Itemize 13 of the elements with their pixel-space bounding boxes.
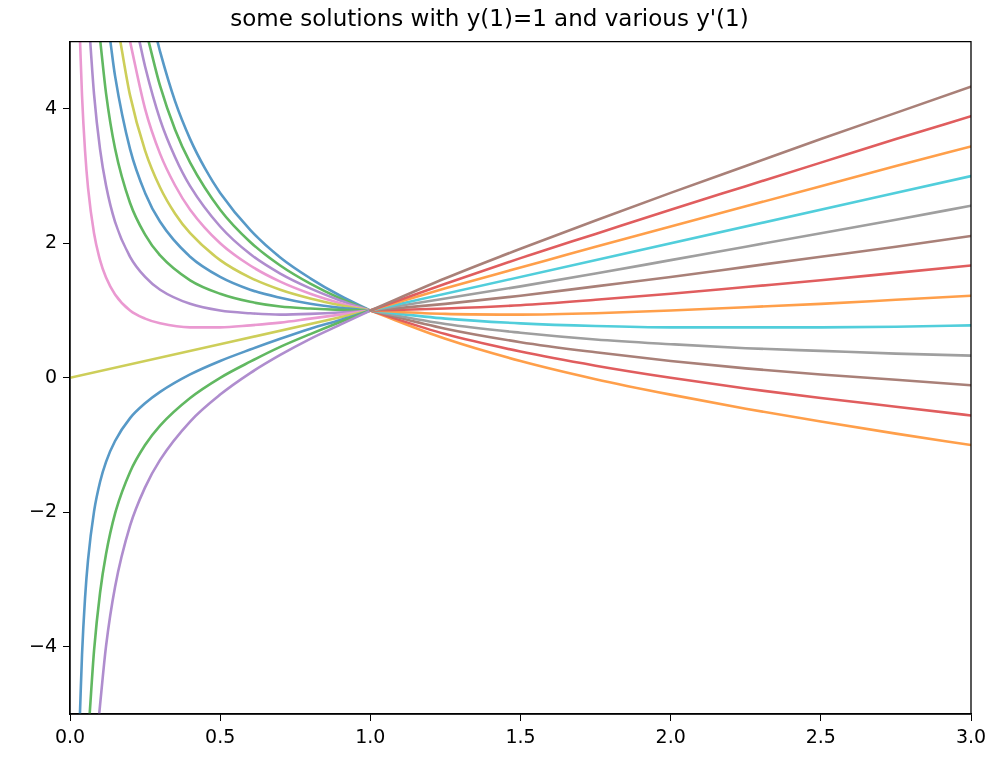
x-tick-label: 2.5 [805, 725, 836, 748]
x-tick-label: 1.0 [355, 725, 386, 748]
y-tick-label: 0 [44, 364, 57, 387]
y-tick-label: 2 [44, 230, 57, 253]
y-tick-label: −4 [28, 633, 57, 656]
x-tick-label: 1.5 [505, 725, 536, 748]
x-tick-label: 2.0 [655, 725, 686, 748]
y-tick-label: 4 [44, 95, 57, 118]
x-tick-label: 3.0 [955, 725, 987, 748]
x-tick-label: 0.5 [205, 725, 236, 748]
chart-title: some solutions with y(1)=1 and various y'(1) [230, 4, 749, 31]
y-tick-label: −2 [28, 499, 57, 522]
x-tick-label: 0.0 [54, 725, 86, 748]
